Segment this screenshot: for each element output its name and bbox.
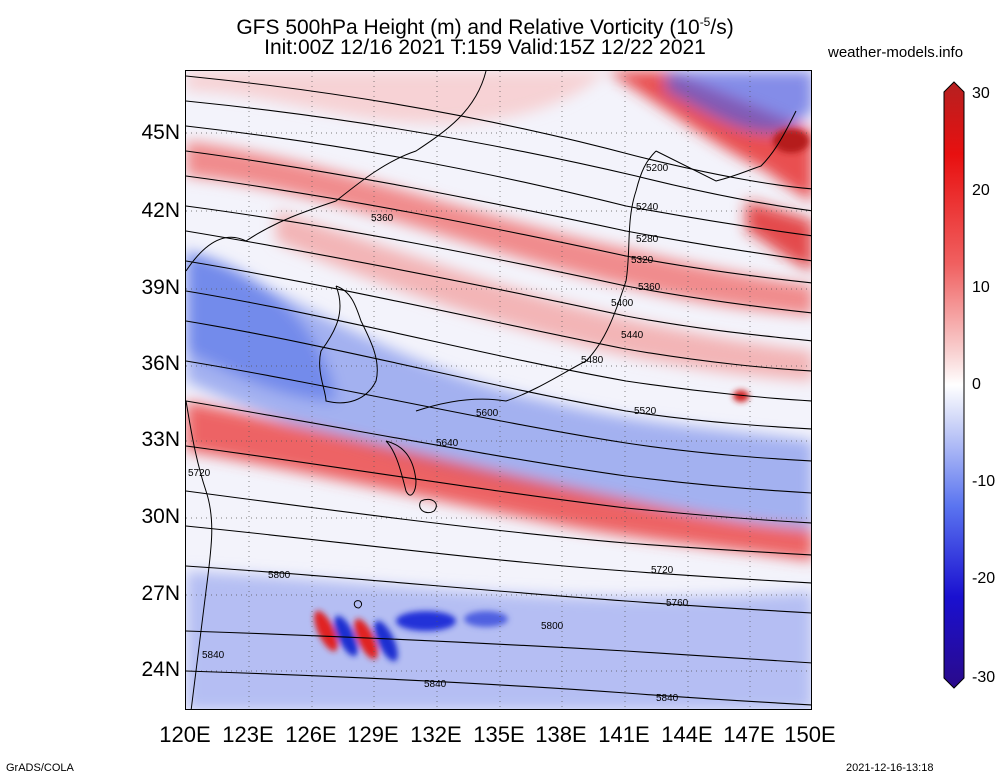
contour-label: 5320 bbox=[631, 255, 654, 266]
contour-label: 5360 bbox=[371, 213, 394, 224]
colorbar-label: 0 bbox=[972, 376, 981, 393]
colorbar-label: -20 bbox=[972, 570, 996, 587]
lon-label-144e: 144E bbox=[661, 722, 713, 747]
lon-label-135e: 135E bbox=[473, 722, 525, 747]
contour-label: 5480 bbox=[581, 355, 604, 366]
colorbar bbox=[943, 81, 965, 689]
chart-title-line1: GFS 500hPa Height (m) and Relative Vorti… bbox=[0, 10, 985, 40]
lat-label-24n: 24N bbox=[141, 658, 180, 681]
title-text: GFS 500hPa Height (m) and Relative Vorti… bbox=[236, 16, 700, 39]
lon-label-123e: 123E bbox=[222, 722, 274, 747]
lon-label-150e: 150E bbox=[784, 722, 836, 747]
lat-label-39n: 39N bbox=[141, 276, 180, 299]
lon-label-120e: 120E bbox=[159, 722, 211, 747]
lon-label-126e: 126E bbox=[285, 722, 337, 747]
colorbar-label: -30 bbox=[972, 669, 996, 686]
map-canvas: 5200 5240 5280 5320 5360 5360 5400 5440 … bbox=[186, 71, 811, 709]
lat-label-36n: 36N bbox=[141, 352, 180, 375]
lat-label-45n: 45N bbox=[141, 121, 180, 144]
title-units: /s) bbox=[710, 16, 734, 39]
vorticity-small-features bbox=[314, 129, 809, 662]
footer-credit: GrADS/COLA bbox=[6, 762, 74, 774]
contour-label: 5280 bbox=[636, 234, 659, 245]
contour-label: 5440 bbox=[621, 330, 644, 341]
contour-label: 5840 bbox=[202, 650, 225, 661]
coastlines bbox=[186, 71, 797, 709]
height-contours bbox=[186, 75, 811, 706]
contour-label: 5600 bbox=[476, 408, 499, 419]
colorbar-label: 30 bbox=[972, 85, 990, 102]
title-superscript: -5 bbox=[699, 15, 711, 29]
contour-label: 5840 bbox=[656, 693, 679, 704]
lon-label-141e: 141E bbox=[598, 722, 650, 747]
lon-label-132e: 132E bbox=[410, 722, 462, 747]
contour-label: 5720 bbox=[651, 565, 674, 576]
site-credit: weather-models.info bbox=[828, 44, 964, 61]
contour-label: 5800 bbox=[268, 570, 291, 581]
chart-title-line2: Init:00Z 12/16 2021 T:159 Valid:15Z 12/2… bbox=[264, 36, 706, 59]
contour-label: 5720 bbox=[188, 468, 211, 479]
lon-label-138e: 138E bbox=[535, 722, 587, 747]
lat-label-33n: 33N bbox=[141, 428, 180, 451]
lon-label-147e: 147E bbox=[723, 722, 775, 747]
contour-label: 5360 bbox=[638, 282, 661, 293]
contour-labels: 5200 5240 5280 5320 5360 5360 5400 5440 … bbox=[188, 163, 689, 704]
contour-label: 5760 bbox=[666, 598, 689, 609]
contour-label: 5400 bbox=[611, 298, 634, 309]
colorbar-fill bbox=[943, 81, 965, 689]
contour-label: 5520 bbox=[634, 406, 657, 417]
latlon-grid bbox=[186, 71, 811, 709]
contour-label: 5800 bbox=[541, 621, 564, 632]
footer-timestamp: 2021-12-16-13:18 bbox=[846, 762, 934, 774]
contour-label: 5240 bbox=[636, 202, 659, 213]
vorticity-map: 5200 5240 5280 5320 5360 5360 5400 5440 … bbox=[185, 70, 812, 710]
colorbar-label: 20 bbox=[972, 182, 990, 199]
lat-label-27n: 27N bbox=[141, 582, 180, 605]
contour-label: 5200 bbox=[646, 163, 669, 174]
colorbar-label: 10 bbox=[972, 279, 990, 296]
lat-label-30n: 30N bbox=[141, 505, 180, 528]
lon-label-129e: 129E bbox=[347, 722, 399, 747]
vorticity-field bbox=[186, 71, 811, 709]
contour-label: 5640 bbox=[436, 438, 459, 449]
contour-label: 5840 bbox=[424, 679, 447, 690]
colorbar-label: -10 bbox=[972, 473, 996, 490]
lat-label-42n: 42N bbox=[141, 199, 180, 222]
